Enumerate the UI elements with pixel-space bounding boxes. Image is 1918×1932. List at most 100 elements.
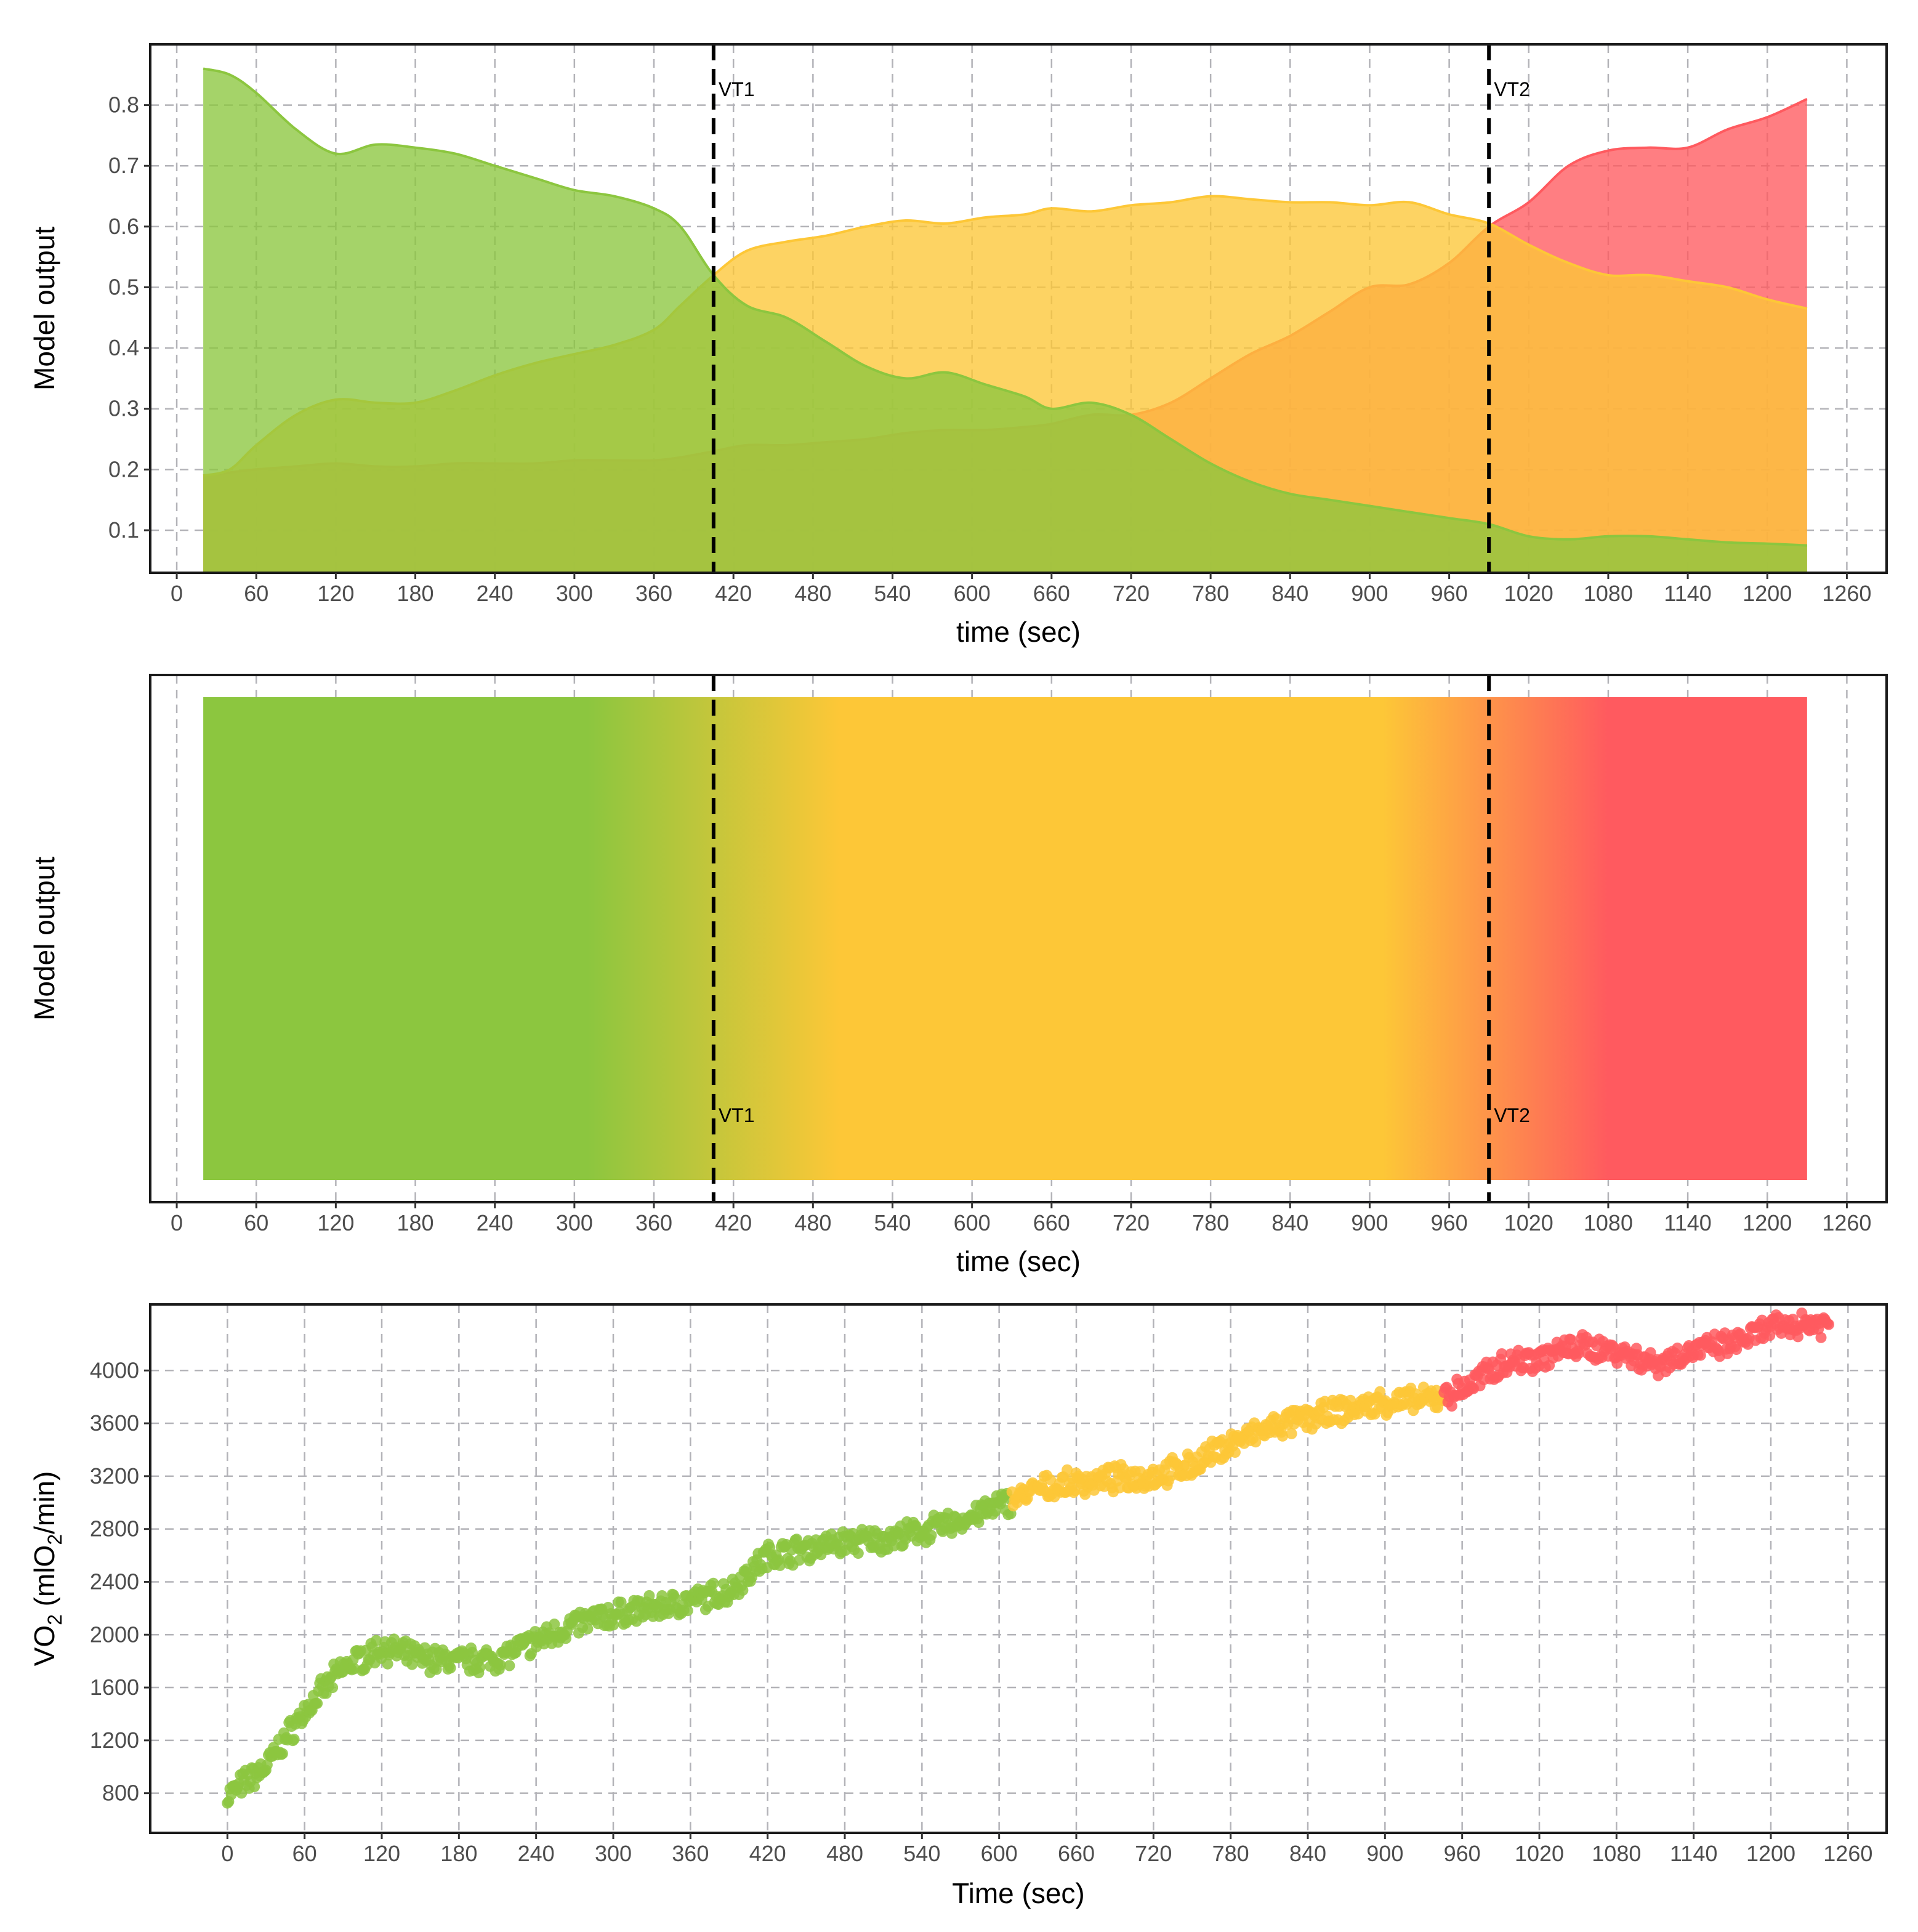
vo2-point-yellow xyxy=(1374,1386,1386,1397)
scatter-y-axis-title: VO2 (mlO2/min) xyxy=(28,1471,66,1667)
y-tick-label: 3200 xyxy=(90,1463,139,1489)
vo2-point-red xyxy=(1446,1400,1457,1412)
bar-x-axis-title: time (sec) xyxy=(956,1245,1081,1277)
x-tick-label: 240 xyxy=(518,1841,555,1866)
vo2-point-green xyxy=(707,1577,719,1589)
gradient-bar xyxy=(203,697,1807,1180)
x-tick-label: 1260 xyxy=(1822,1210,1871,1235)
x-tick-label: 1200 xyxy=(1743,581,1792,606)
y-tick-label: 2400 xyxy=(90,1569,139,1594)
vline-label-vt2: VT2 xyxy=(1494,78,1530,100)
y-tick-label: 0.8 xyxy=(108,92,139,118)
y-tick-label: 2800 xyxy=(90,1516,139,1542)
vline-label-vt2: VT2 xyxy=(1494,1104,1530,1126)
x-tick-label: 180 xyxy=(440,1841,477,1866)
x-tick-label: 180 xyxy=(397,1210,433,1235)
vo2-point-green xyxy=(615,1596,627,1608)
bar-plot-frame xyxy=(149,674,1888,1203)
x-tick-label: 660 xyxy=(1058,1841,1095,1866)
vo2-point-red xyxy=(1565,1334,1577,1346)
x-tick-label: 420 xyxy=(749,1841,786,1866)
vo2-point-red xyxy=(1792,1331,1803,1343)
x-tick-label: 60 xyxy=(244,1210,268,1235)
vo2-point-red xyxy=(1694,1349,1706,1361)
x-tick-label: 360 xyxy=(672,1841,709,1866)
x-tick-label: 1020 xyxy=(1504,581,1553,606)
x-tick-label: 300 xyxy=(595,1841,632,1866)
x-tick-label: 120 xyxy=(317,581,354,606)
x-tick-label: 1080 xyxy=(1592,1841,1641,1866)
vo2-point-green xyxy=(608,1619,619,1631)
x-tick-label: 120 xyxy=(317,1210,354,1235)
x-tick-label: 600 xyxy=(954,581,991,606)
vo2-point-red xyxy=(1573,1348,1584,1359)
vo2-point-green xyxy=(682,1605,693,1617)
x-tick-label: 420 xyxy=(715,1210,752,1235)
vo2-point-red xyxy=(1731,1344,1743,1356)
vo2-point-green xyxy=(737,1585,749,1596)
x-tick-label: 1260 xyxy=(1823,1841,1872,1866)
y-tick-label: 0.1 xyxy=(108,517,139,543)
vo2-point-green xyxy=(669,1592,680,1604)
x-tick-label: 1020 xyxy=(1504,1210,1553,1235)
x-tick-label: 780 xyxy=(1212,1841,1249,1866)
vline-label-vt1: VT1 xyxy=(719,78,755,100)
x-tick-label: 0 xyxy=(221,1841,233,1866)
area-y-axis-title: Model output xyxy=(28,227,60,390)
x-tick-label: 960 xyxy=(1431,581,1468,606)
area-series xyxy=(203,67,1808,573)
x-tick-label: 1080 xyxy=(1584,1210,1633,1235)
x-tick-label: 480 xyxy=(826,1841,863,1866)
vo2-point-green xyxy=(276,1748,288,1760)
scatter-x-axis-ticks: 0 60 120 180 240 300 360 420 480 540 600 660 720 780 8… xyxy=(221,1833,1872,1866)
x-tick-label: 540 xyxy=(903,1841,940,1866)
x-tick-label: 780 xyxy=(1192,581,1229,606)
x-tick-label: 600 xyxy=(954,1210,991,1235)
x-tick-label: 1260 xyxy=(1822,581,1871,606)
x-tick-label: 1200 xyxy=(1746,1841,1795,1866)
vo2-point-green xyxy=(643,1590,655,1601)
vo2-point-yellow xyxy=(1286,1428,1297,1439)
vo2-point-green xyxy=(504,1660,515,1671)
x-tick-label: 1140 xyxy=(1670,1841,1717,1866)
y-tick-label: 0.4 xyxy=(108,335,139,360)
vo2-point-green xyxy=(494,1659,506,1671)
x-tick-label: 720 xyxy=(1135,1841,1172,1866)
x-tick-label: 480 xyxy=(794,1210,831,1235)
x-tick-label: 780 xyxy=(1192,1210,1229,1235)
vo2-point-yellow xyxy=(1045,1474,1057,1485)
x-tick-label: 900 xyxy=(1366,1841,1403,1866)
x-tick-label: 480 xyxy=(794,581,831,606)
area-threshold-lines: VT1 VT2 xyxy=(711,44,1530,573)
x-tick-label: 1140 xyxy=(1664,581,1711,606)
vline-label-vt1: VT1 xyxy=(719,1104,755,1126)
vo2-point-red xyxy=(1672,1342,1683,1354)
scatter-y-axis-ticks: 800 1200 1600 2000 2400 2800 3200 3600 4000 xyxy=(90,1357,150,1806)
x-tick-label: 900 xyxy=(1351,581,1388,606)
scatter-plot-frame xyxy=(149,1303,1888,1834)
bar-threshold-lines: VT1 VT2 xyxy=(711,675,1530,1202)
x-tick-label: 840 xyxy=(1271,581,1308,606)
x-tick-label: 180 xyxy=(397,581,433,606)
vo2-point-green xyxy=(774,1559,786,1571)
x-tick-label: 0 xyxy=(171,581,183,606)
scatter-points xyxy=(222,1308,1834,1809)
vo2-point-green xyxy=(370,1635,382,1646)
x-tick-label: 360 xyxy=(635,1210,672,1235)
vo2-point-red xyxy=(1823,1319,1834,1330)
vo2-point-green xyxy=(382,1658,393,1670)
vo2-point-green xyxy=(445,1662,456,1674)
y-tick-label: 800 xyxy=(102,1780,139,1806)
vo2-point-green xyxy=(549,1619,560,1630)
x-tick-label: 960 xyxy=(1444,1841,1481,1866)
scatter-gridlines xyxy=(150,1304,1887,1833)
line-green xyxy=(203,67,1807,547)
scatter-x-axis-title: Time (sec) xyxy=(952,1877,1085,1909)
x-tick-label: 420 xyxy=(715,581,752,606)
y-tick-label: 3600 xyxy=(90,1410,139,1436)
bar-y-axis-title: Model output xyxy=(28,857,60,1021)
area-x-axis-ticks: 0 60 120 180 240 300 360 420 480 540 600 660 720 780 8… xyxy=(171,573,1871,606)
y-tick-label: 4000 xyxy=(90,1357,139,1383)
vo2-point-green xyxy=(474,1662,486,1673)
vo2-point-green xyxy=(312,1697,323,1709)
